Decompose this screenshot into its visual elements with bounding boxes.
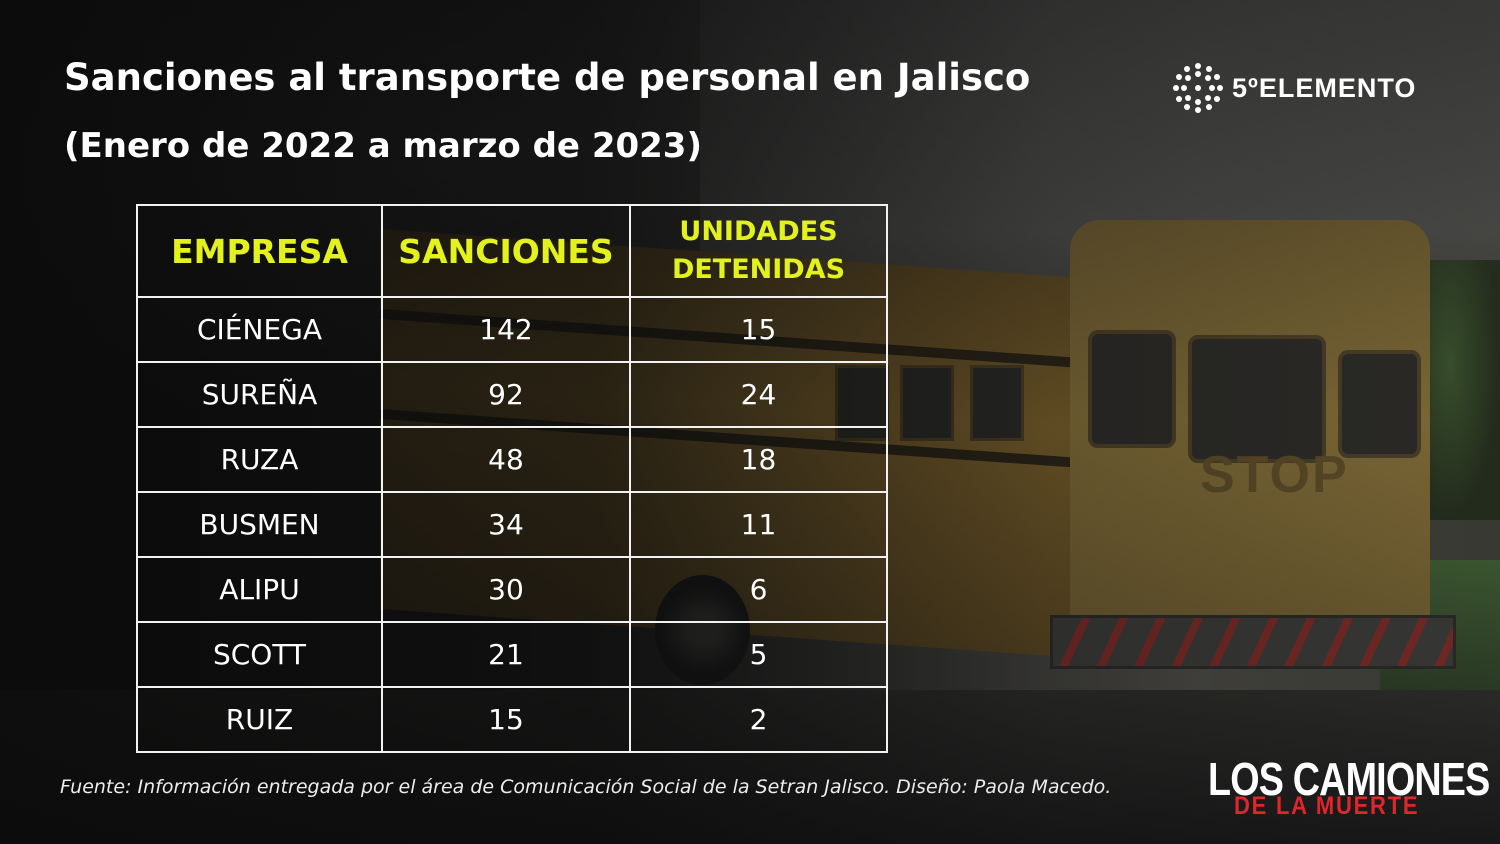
table-row: RUZA 48 18 (136, 426, 888, 493)
logo-dot (1206, 104, 1212, 111)
logo-dot (1195, 63, 1201, 69)
table-row: CIÉNEGA 142 15 (136, 296, 888, 363)
cell-empresa: RUZA (136, 426, 383, 493)
logo-dot (1175, 96, 1182, 102)
logo-dot (1181, 85, 1187, 91)
logo-dot (1195, 71, 1201, 77)
column-header-unidades: UNIDADES DETENIDAS (629, 204, 888, 298)
cell-sanciones: 21 (381, 621, 631, 688)
logo-dot (1204, 75, 1211, 82)
cell-sanciones: 92 (381, 361, 631, 428)
logo-dot (1206, 65, 1212, 72)
cell-sanciones: 48 (381, 426, 631, 493)
table-row: RUIZ 15 2 (136, 686, 888, 753)
table-row: ALIPU 30 6 (136, 556, 888, 623)
cell-unidades: 24 (629, 361, 888, 428)
cell-empresa: BUSMEN (136, 491, 383, 558)
table-header-row: EMPRESA SANCIONES UNIDADES DETENIDAS (136, 204, 888, 298)
logo-dot (1195, 85, 1201, 91)
dotted-circle-logo-icon (1172, 60, 1224, 116)
logo-text: 5ºELEMENTO (1232, 72, 1417, 103)
cell-unidades: 6 (629, 556, 888, 623)
cell-sanciones: 30 (381, 556, 631, 623)
logo-dot (1204, 94, 1211, 101)
cell-unidades: 2 (629, 686, 888, 753)
cell-empresa: SCOTT (136, 621, 383, 688)
logo-dot (1185, 75, 1192, 82)
column-header-sanciones: SANCIONES (381, 204, 631, 298)
cell-empresa: SUREÑA (136, 361, 383, 428)
source-note: Fuente: Información entregada por el áre… (60, 776, 1112, 798)
cell-empresa: CIÉNEGA (136, 296, 383, 363)
cell-sanciones: 34 (381, 491, 631, 558)
logo-dot (1217, 85, 1223, 91)
cell-unidades: 5 (629, 621, 888, 688)
logo-dot (1195, 99, 1201, 105)
logo-dot (1175, 74, 1182, 80)
table-row: SUREÑA 92 24 (136, 361, 888, 428)
table-row: SCOTT 21 5 (136, 621, 888, 688)
sanctions-table: EMPRESA SANCIONES UNIDADES DETENIDAS CIÉ… (136, 204, 888, 753)
cell-unidades: 11 (629, 491, 888, 558)
logo-dot (1173, 85, 1179, 91)
cell-sanciones: 15 (381, 686, 631, 753)
brand-line-2: DE LA MUERTE (1234, 792, 1420, 820)
logo-dot (1214, 96, 1221, 102)
cell-empresa: ALIPU (136, 556, 383, 623)
series-brand-logo: LOS CAMIONES DE LA MUERTE (1208, 752, 1490, 822)
logo-dot (1214, 74, 1221, 80)
cell-sanciones: 142 (381, 296, 631, 363)
table-row: BUSMEN 34 11 (136, 491, 888, 558)
logo-dot (1185, 94, 1192, 101)
column-header-unidades-line: UNIDADES DETENIDAS (671, 216, 846, 285)
page-subtitle: (Enero de 2022 a marzo de 2023) (64, 126, 702, 166)
page-title: Sanciones al transporte de personal en J… (64, 56, 1031, 99)
brand-line-1: LOS CAMIONES (1208, 753, 1490, 805)
cell-empresa: RUIZ (136, 686, 383, 753)
logo-dot (1209, 85, 1215, 91)
logo-dot (1184, 65, 1190, 72)
brand-logo: 5ºELEMENTO (1172, 60, 1416, 116)
column-header-empresa: EMPRESA (136, 204, 383, 298)
logo-dot (1195, 107, 1201, 113)
cell-unidades: 18 (629, 426, 888, 493)
logo-dot (1184, 104, 1190, 111)
cell-unidades: 15 (629, 296, 888, 363)
